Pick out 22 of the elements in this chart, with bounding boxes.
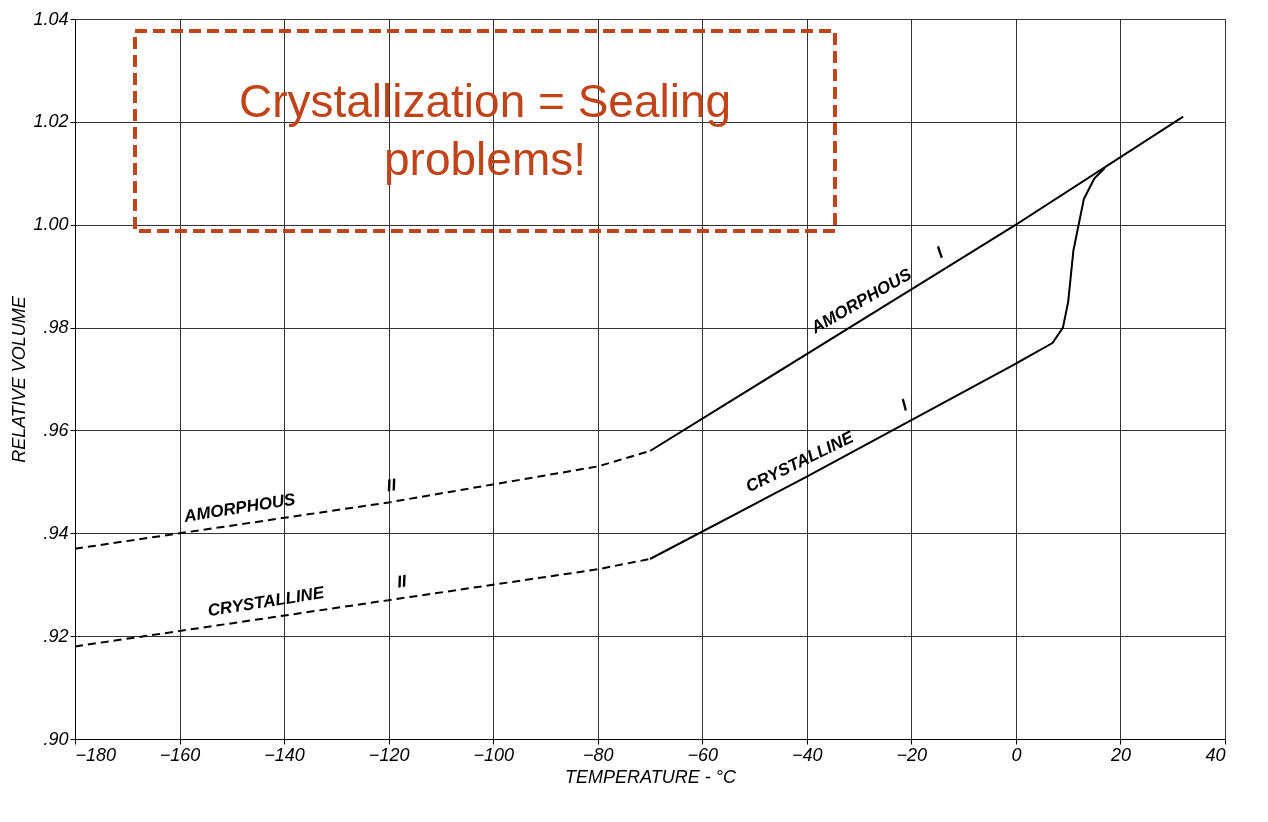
y-tick-label: 1.04: [33, 8, 69, 29]
x-tick-label: −120: [368, 744, 410, 765]
x-tick-label: −160: [159, 744, 201, 765]
x-axis-title: TEMPERATURE - °C: [565, 766, 737, 787]
x-tick-label: −140: [264, 744, 305, 765]
y-tick-label: .96: [43, 419, 70, 440]
y-axis-title: RELATIVE VOLUME: [9, 295, 30, 463]
x-tick-label: −100: [473, 744, 514, 765]
y-tick-label: .98: [43, 317, 69, 338]
y-tick-label: 1.00: [33, 214, 69, 235]
x-tick-label: −20: [896, 744, 928, 765]
y-tick-label: .90: [43, 728, 69, 749]
y-tick-label: 1.02: [33, 111, 69, 132]
y-tick-label: .94: [43, 522, 69, 543]
y-tick-label: .92: [43, 625, 69, 646]
x-tick-label: 40: [1205, 744, 1226, 765]
x-tick-label: −80: [582, 744, 614, 765]
x-tick-label: −60: [687, 744, 719, 765]
x-tick-label: 0: [1011, 744, 1022, 765]
x-tick-label: −180: [75, 744, 117, 765]
x-tick-label: 20: [1109, 744, 1131, 765]
x-tick-label: −40: [792, 744, 823, 765]
